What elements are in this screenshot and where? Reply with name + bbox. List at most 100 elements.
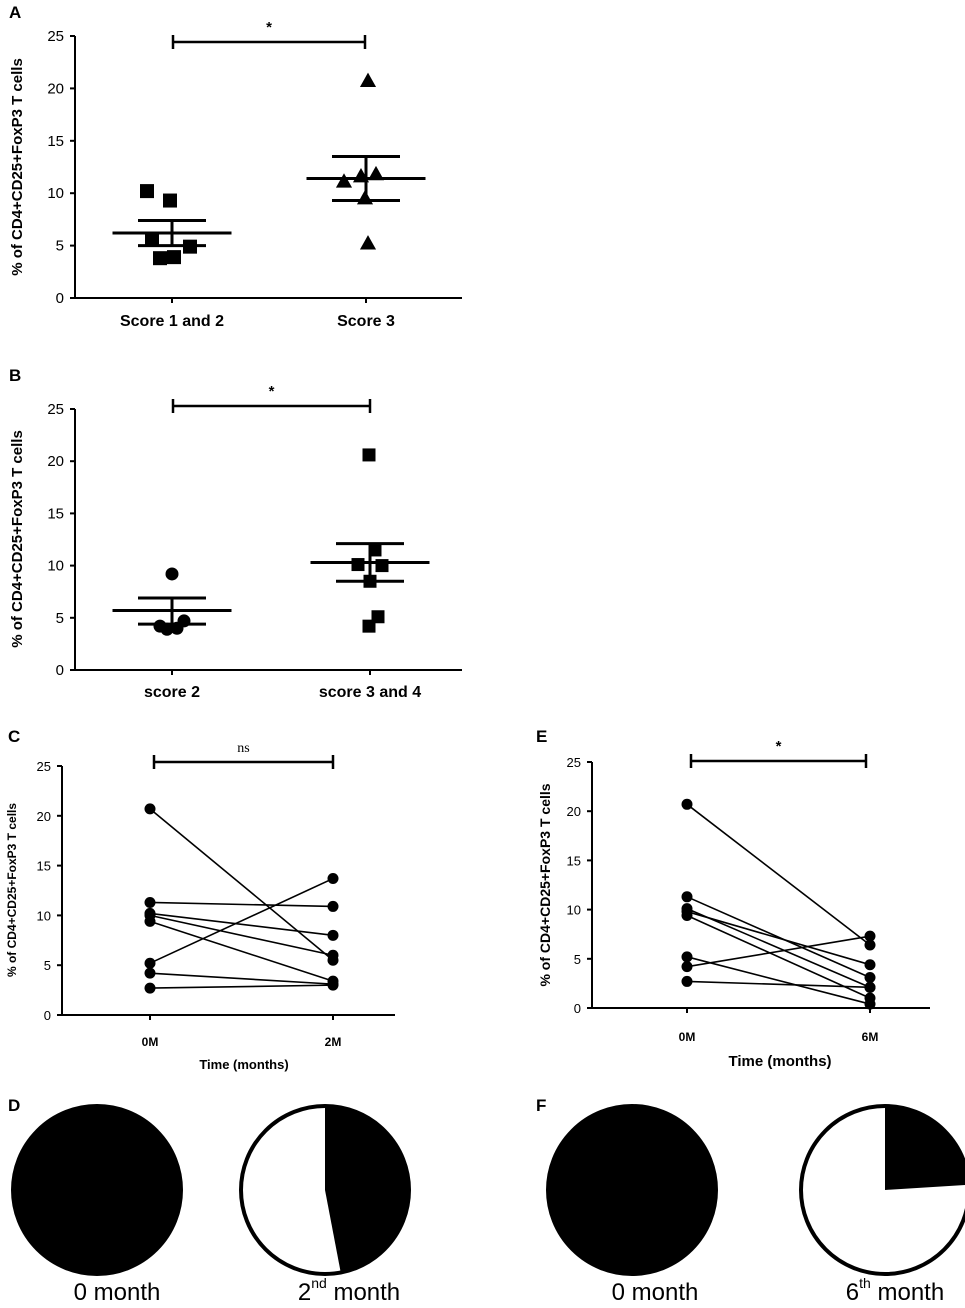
data-point (864, 959, 876, 971)
pie-caption-word: month (327, 1279, 400, 1306)
data-point (359, 235, 377, 250)
data-point (681, 951, 693, 963)
y-tick-label: 15 (567, 853, 581, 868)
y-tick-label: 25 (567, 755, 581, 770)
data-point (183, 239, 197, 254)
paired-line (686, 910, 871, 966)
data-point (144, 957, 156, 969)
x-tick-label: 2M (325, 1035, 342, 1049)
significance-label: * (776, 738, 782, 755)
paired-line (149, 877, 334, 964)
data-point (144, 967, 156, 979)
y-tick-label: 15 (47, 133, 64, 150)
x-tick-label: 0M (679, 1030, 696, 1044)
data-point (359, 72, 377, 88)
data-point (144, 982, 156, 994)
x-tick-label: Score 3 (337, 313, 395, 330)
y-tick-label: 20 (37, 809, 51, 824)
data-point (153, 251, 167, 266)
pie-caption: 0 month (612, 1279, 699, 1306)
line-panel-C: 0 5 10 15 20 25 0M 2M % of CD4+CD25+FoxP3 T cell… (5, 727, 395, 1072)
pie-panel-F: F 0 month 6th month (536, 1096, 965, 1306)
data-point (163, 193, 177, 208)
pie-slice-filled (325, 1106, 409, 1273)
y-tick-label: 10 (47, 185, 64, 202)
data-point (335, 173, 353, 188)
significance-label: ns (237, 741, 249, 756)
data-point (681, 910, 693, 922)
y-tick-label: 10 (47, 558, 64, 575)
y-tick-label: 0 (44, 1008, 51, 1023)
pie-slice-filled (11, 1104, 183, 1276)
panel-letter: C (8, 727, 20, 746)
paired-line (686, 896, 871, 979)
y-axis-label: % of CD4+CD25+FoxP3 T cells (537, 783, 553, 986)
x-tick-label: score 3 and 4 (319, 684, 421, 701)
data-point (327, 873, 339, 885)
paired-line (149, 984, 334, 989)
paired-line (686, 935, 871, 968)
y-tick-label: 0 (574, 1001, 581, 1016)
significance-label: * (266, 19, 272, 36)
paired-line (149, 808, 334, 961)
data-point (327, 949, 339, 961)
data-point (362, 448, 376, 462)
pie-panel-D: D 0 month 2nd month (8, 1096, 411, 1306)
pie-caption-word: month (871, 1279, 944, 1306)
pie-caption: 0 month (74, 1279, 161, 1306)
y-tick-label: 15 (47, 505, 64, 522)
pie-caption: 2nd month (298, 1275, 400, 1306)
data-point (327, 900, 339, 912)
pie-caption-number: 6 (846, 1279, 859, 1306)
data-point (327, 929, 339, 941)
data-point (351, 558, 365, 572)
y-tick-label: 0 (56, 290, 64, 307)
pie-caption-number: 2 (298, 1279, 311, 1306)
paired-line (686, 907, 871, 989)
data-point (362, 619, 376, 633)
y-axis-label: % of CD4+CD25+FoxP3 T cells (5, 803, 19, 977)
y-tick-label: 5 (44, 958, 51, 973)
scatter-panel-B: 0 5 10 15 20 25 score 2 score 3 and 4 % of CD4+C… (9, 366, 462, 701)
paired-line (686, 956, 871, 1005)
data-point (367, 165, 385, 181)
paired-line (149, 912, 334, 937)
x-tick-label: score 2 (144, 684, 200, 701)
data-point (864, 939, 876, 951)
paired-line (149, 901, 334, 908)
pie-caption-superscript: th (859, 1275, 871, 1291)
y-tick-label: 0 (56, 662, 64, 679)
data-point (170, 621, 184, 635)
y-tick-label: 25 (37, 759, 51, 774)
panel-letter: A (9, 3, 21, 22)
data-point (681, 798, 693, 810)
data-point (864, 971, 876, 983)
x-tick-label: 0M (142, 1035, 159, 1049)
panel-letter: F (536, 1096, 546, 1115)
scatter-panel-A: 0 5 10 15 20 25 Score 1 and 2 Score 3 % of CD4+C… (9, 3, 462, 330)
panel-letter: E (536, 727, 547, 746)
data-point (144, 896, 156, 908)
data-point (167, 250, 181, 265)
y-axis-label: % of CD4+CD25+FoxP3 T cells (9, 430, 26, 648)
data-point (864, 981, 876, 993)
paired-line (149, 972, 334, 985)
panel-letter: D (8, 1096, 20, 1115)
data-point (864, 998, 876, 1010)
data-point (145, 232, 159, 247)
paired-line (149, 914, 334, 957)
data-point (144, 803, 156, 815)
x-tick-label: 6M (862, 1030, 879, 1044)
data-point (368, 543, 382, 557)
data-point (160, 622, 174, 636)
y-axis-label: % of CD4+CD25+FoxP3 T cells (9, 58, 26, 276)
y-tick-label: 5 (574, 952, 581, 967)
y-tick-label: 5 (56, 238, 64, 255)
data-point (681, 961, 693, 973)
data-point (356, 190, 374, 205)
pie-slice-filled (546, 1104, 718, 1276)
y-tick-label: 5 (56, 610, 64, 627)
pie-caption-superscript: nd (311, 1275, 327, 1291)
panel-letter: B (9, 366, 21, 385)
